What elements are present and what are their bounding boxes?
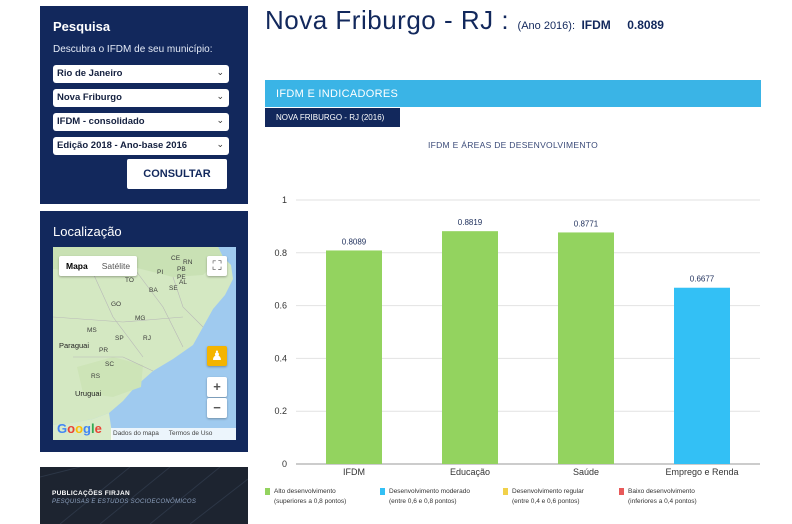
y-tick-label: 0.2 bbox=[274, 406, 287, 416]
map-label: MG bbox=[135, 315, 146, 322]
ifdm-value: 0.8089 bbox=[627, 18, 664, 32]
map-label: PB bbox=[177, 266, 186, 273]
search-description: Descubra o IFDM de seu município: bbox=[53, 44, 213, 55]
map-label-country: Paraguai bbox=[59, 341, 90, 350]
map-label: SE bbox=[169, 285, 178, 292]
map-attribution: Dados do mapa Termos de Uso bbox=[111, 428, 236, 440]
x-tick-label: Educação bbox=[450, 467, 490, 477]
legend-item-regular: Desenvolvimento regular (entre 0,4 e 0,6… bbox=[503, 487, 584, 507]
map-label: PE bbox=[177, 274, 186, 281]
legend-swatch bbox=[380, 488, 385, 495]
search-title: Pesquisa bbox=[53, 19, 111, 34]
legend-item-moderate: Desenvolvimento moderado (entre 0,6 e 0,… bbox=[380, 487, 470, 507]
map-label: GO bbox=[111, 301, 122, 308]
location-title: Localização bbox=[53, 224, 122, 239]
index-select-value: IFDM - consolidado bbox=[57, 116, 145, 127]
y-tick-label: 1 bbox=[282, 195, 287, 205]
legend-item-low: Baixo desenvolvimento (inferiores a 0,4 … bbox=[619, 487, 697, 507]
zoom-in-button[interactable]: + bbox=[207, 377, 227, 397]
y-tick-label: 0.4 bbox=[274, 353, 287, 363]
map-label: PR bbox=[99, 347, 109, 354]
map-label: RS bbox=[91, 373, 101, 380]
chevron-down-icon: ⌄ bbox=[216, 91, 224, 101]
pegman-icon[interactable]: ♟ bbox=[207, 346, 227, 366]
map[interactable]: Mapa Satélite ⛶ ♟ + − CE RN PB PE AL SE … bbox=[53, 247, 236, 440]
banner-pattern bbox=[40, 467, 248, 524]
legend-range: (entre 0,6 e 0,8 pontos) bbox=[389, 498, 457, 505]
map-label: RN bbox=[183, 259, 193, 266]
indicators-bar: IFDM E INDICADORES bbox=[265, 80, 761, 107]
data-label: 0.8819 bbox=[458, 218, 483, 227]
map-terms-link[interactable]: Termos de Uso bbox=[168, 430, 213, 437]
map-label: SC bbox=[105, 361, 115, 368]
map-tab-map[interactable]: Mapa bbox=[66, 261, 88, 271]
legend-label: Desenvolvimento moderado bbox=[389, 488, 470, 495]
legend-range: (entre 0,4 e 0,6 pontos) bbox=[512, 498, 580, 505]
bar bbox=[442, 231, 498, 464]
map-tab-satellite[interactable]: Satélite bbox=[101, 261, 131, 271]
chevron-down-icon: ⌄ bbox=[216, 115, 224, 125]
y-tick-label: 0.8 bbox=[274, 248, 287, 258]
legend-range: (inferiores a 0,4 pontos) bbox=[628, 498, 697, 505]
y-tick-label: 0.6 bbox=[274, 301, 287, 311]
edition-select-value: Edição 2018 - Ano-base 2016 bbox=[57, 140, 188, 151]
map-label: AL bbox=[179, 279, 187, 286]
bar-chart: 0 0.2 0.4 0.6 0.8 1 0.8089 IFDM 0.8819 Educação 0.… bbox=[274, 195, 760, 477]
data-label: 0.8089 bbox=[342, 237, 367, 246]
map-label-country: Uruguai bbox=[75, 389, 102, 398]
map-data-link[interactable]: Dados do mapa bbox=[113, 430, 159, 437]
map-label: BA bbox=[149, 287, 158, 294]
publications-subtitle: PESQUISAS E ESTUDOS SOCIOECONÔMICOS bbox=[52, 499, 197, 505]
map-label: CE bbox=[171, 255, 181, 262]
bar bbox=[326, 250, 382, 464]
map-label: TO bbox=[125, 277, 134, 284]
city-title: Nova Friburgo - RJ : bbox=[265, 5, 510, 35]
legend-swatch bbox=[503, 488, 508, 495]
map-label: PI bbox=[157, 269, 164, 276]
tab-municipality[interactable]: NOVA FRIBURGO - RJ (2016) bbox=[265, 108, 400, 127]
year-label: (Ano 2016): bbox=[517, 20, 576, 32]
edition-select[interactable]: Edição 2018 - Ano-base 2016 ⌄ bbox=[53, 137, 229, 155]
legend-swatch bbox=[265, 488, 270, 495]
legend-swatch bbox=[619, 488, 624, 495]
page-title: Nova Friburgo - RJ : (Ano 2016): IFDM 0.… bbox=[265, 5, 664, 36]
x-tick-label: IFDM bbox=[343, 467, 365, 477]
legend-label: Alto desenvolvimento bbox=[274, 488, 336, 495]
x-tick-label: Saúde bbox=[573, 467, 599, 477]
chart-title: IFDM E ÁREAS DE DESENVOLVIMENTO bbox=[427, 140, 599, 150]
publications-title: PUBLICAÇÕES FIRJAN bbox=[52, 490, 130, 497]
chevron-down-icon: ⌄ bbox=[216, 139, 224, 149]
zoom-out-button[interactable]: − bbox=[207, 398, 227, 418]
state-select[interactable]: Rio de Janeiro ⌄ bbox=[53, 65, 229, 83]
legend-label: Baixo desenvolvimento bbox=[628, 488, 695, 495]
data-label: 0.8771 bbox=[574, 219, 599, 228]
location-panel: Localização Mapa Satélite ⛶ ♟ + − CE RN … bbox=[40, 211, 248, 452]
bar bbox=[558, 232, 614, 464]
municipality-select-value: Nova Friburgo bbox=[57, 92, 122, 103]
chevron-down-icon: ⌄ bbox=[216, 67, 224, 77]
ifdm-label: IFDM bbox=[581, 18, 611, 32]
map-type-tabs: Mapa Satélite bbox=[59, 256, 138, 276]
publications-banner[interactable]: PUBLICAÇÕES FIRJAN PESQUISAS E ESTUDOS S… bbox=[40, 467, 248, 524]
legend-label: Desenvolvimento regular bbox=[512, 488, 584, 495]
bar bbox=[674, 287, 730, 464]
legend-range: (superiores a 0,8 pontos) bbox=[274, 498, 347, 505]
google-logo: Google bbox=[57, 421, 102, 436]
data-label: 0.6677 bbox=[690, 275, 715, 284]
index-select[interactable]: IFDM - consolidado ⌄ bbox=[53, 113, 229, 131]
municipality-select[interactable]: Nova Friburgo ⌄ bbox=[53, 89, 229, 107]
map-label: RJ bbox=[143, 335, 151, 342]
fullscreen-icon[interactable]: ⛶ bbox=[207, 256, 227, 276]
y-tick-label: 0 bbox=[282, 459, 287, 469]
consult-button[interactable]: CONSULTAR bbox=[127, 159, 227, 189]
x-tick-label: Emprego e Renda bbox=[665, 467, 738, 477]
state-select-value: Rio de Janeiro bbox=[57, 68, 123, 79]
search-panel: Pesquisa Descubra o IFDM de seu municípi… bbox=[40, 6, 248, 204]
map-label: MS bbox=[87, 327, 97, 334]
legend-item-high: Alto desenvolvimento (superiores a 0,8 p… bbox=[265, 487, 347, 507]
map-label: SP bbox=[115, 335, 124, 342]
